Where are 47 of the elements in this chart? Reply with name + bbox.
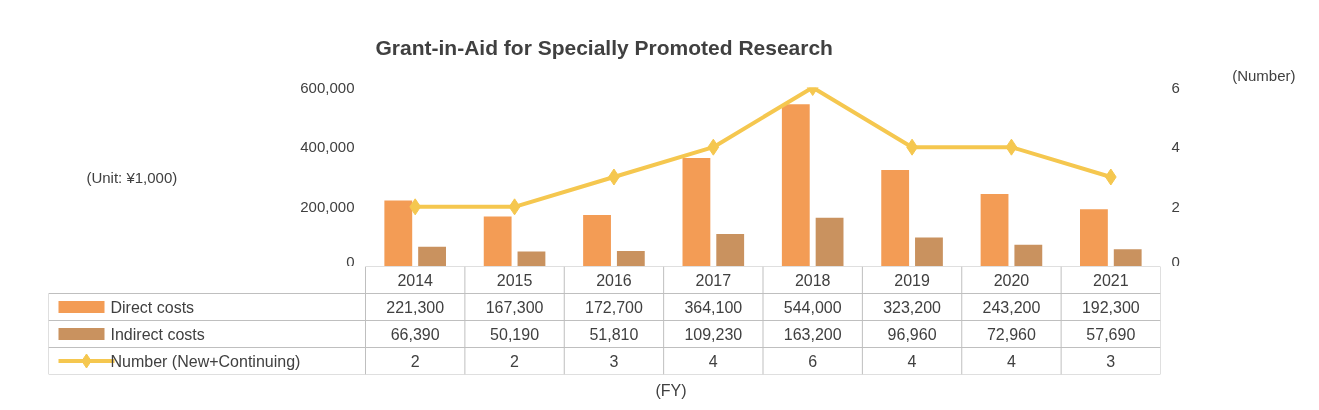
data-label: 2 [410, 353, 420, 370]
data-label: 243,200 [982, 299, 1041, 316]
text: (Unit: ¥1,000) [86, 168, 178, 186]
x-tick-label: 2017 [695, 272, 732, 289]
y2-axis-title: (Number) [1232, 66, 1296, 84]
x-tick-label: 2021 [1093, 272, 1129, 289]
data-label: 2 [510, 353, 520, 370]
data-label: 3 [609, 353, 619, 370]
y-tick-label: 400,000 [300, 138, 355, 156]
data-label: 172,700 [585, 299, 643, 316]
data-label: 323,200 [883, 299, 942, 316]
data-label: 50,190 [490, 326, 540, 343]
data-label: 163,200 [783, 326, 842, 343]
data-label: 4 [708, 353, 718, 370]
x-tick-label: 2015 [496, 272, 533, 289]
data-label: 167,300 [485, 299, 544, 316]
y-tick-label: 0 [346, 252, 355, 270]
data-label: 66,390 [390, 326, 440, 343]
y2-tick-label: 2 [1171, 197, 1180, 215]
legend-label: Direct costs [110, 298, 195, 316]
x-tick-label: 2020 [993, 272, 1030, 289]
x-tick-label: 2014 [397, 272, 434, 289]
data-label: 192,300 [1081, 299, 1140, 316]
data-label: 57,690 [1086, 326, 1136, 343]
x-tick-label: 2019 [894, 272, 930, 289]
y2-tick-label: 4 [1171, 138, 1180, 156]
data-label: 109,230 [684, 326, 743, 343]
data-label: 51,810 [589, 326, 639, 343]
data-label: 3 [1106, 353, 1116, 370]
data-label: 221,300 [386, 299, 445, 316]
legend-label: Number (New+Continuing) [110, 352, 301, 370]
data-label: 4 [1006, 353, 1016, 370]
data-label: 6 [808, 353, 818, 370]
chart-title: Grant-in-Aid for Specially Promoted Research [375, 35, 833, 59]
data-label: 544,000 [783, 299, 842, 316]
data-label: 72,960 [986, 326, 1037, 343]
x-tick-label: 2018 [794, 272, 831, 289]
data-label: 4 [907, 353, 917, 370]
y2-tick-label: 0 [1171, 252, 1180, 270]
legend-label: Indirect costs [110, 325, 205, 343]
y-tick-label: 600,000 [300, 78, 355, 96]
data-label: 364,100 [684, 299, 743, 316]
data-label: 96,960 [887, 326, 937, 343]
y2-tick-label: 6 [1171, 78, 1180, 96]
text: (FY) [655, 381, 687, 399]
x-tick-label: 2016 [596, 272, 632, 289]
y-tick-label: 200,000 [300, 197, 355, 215]
